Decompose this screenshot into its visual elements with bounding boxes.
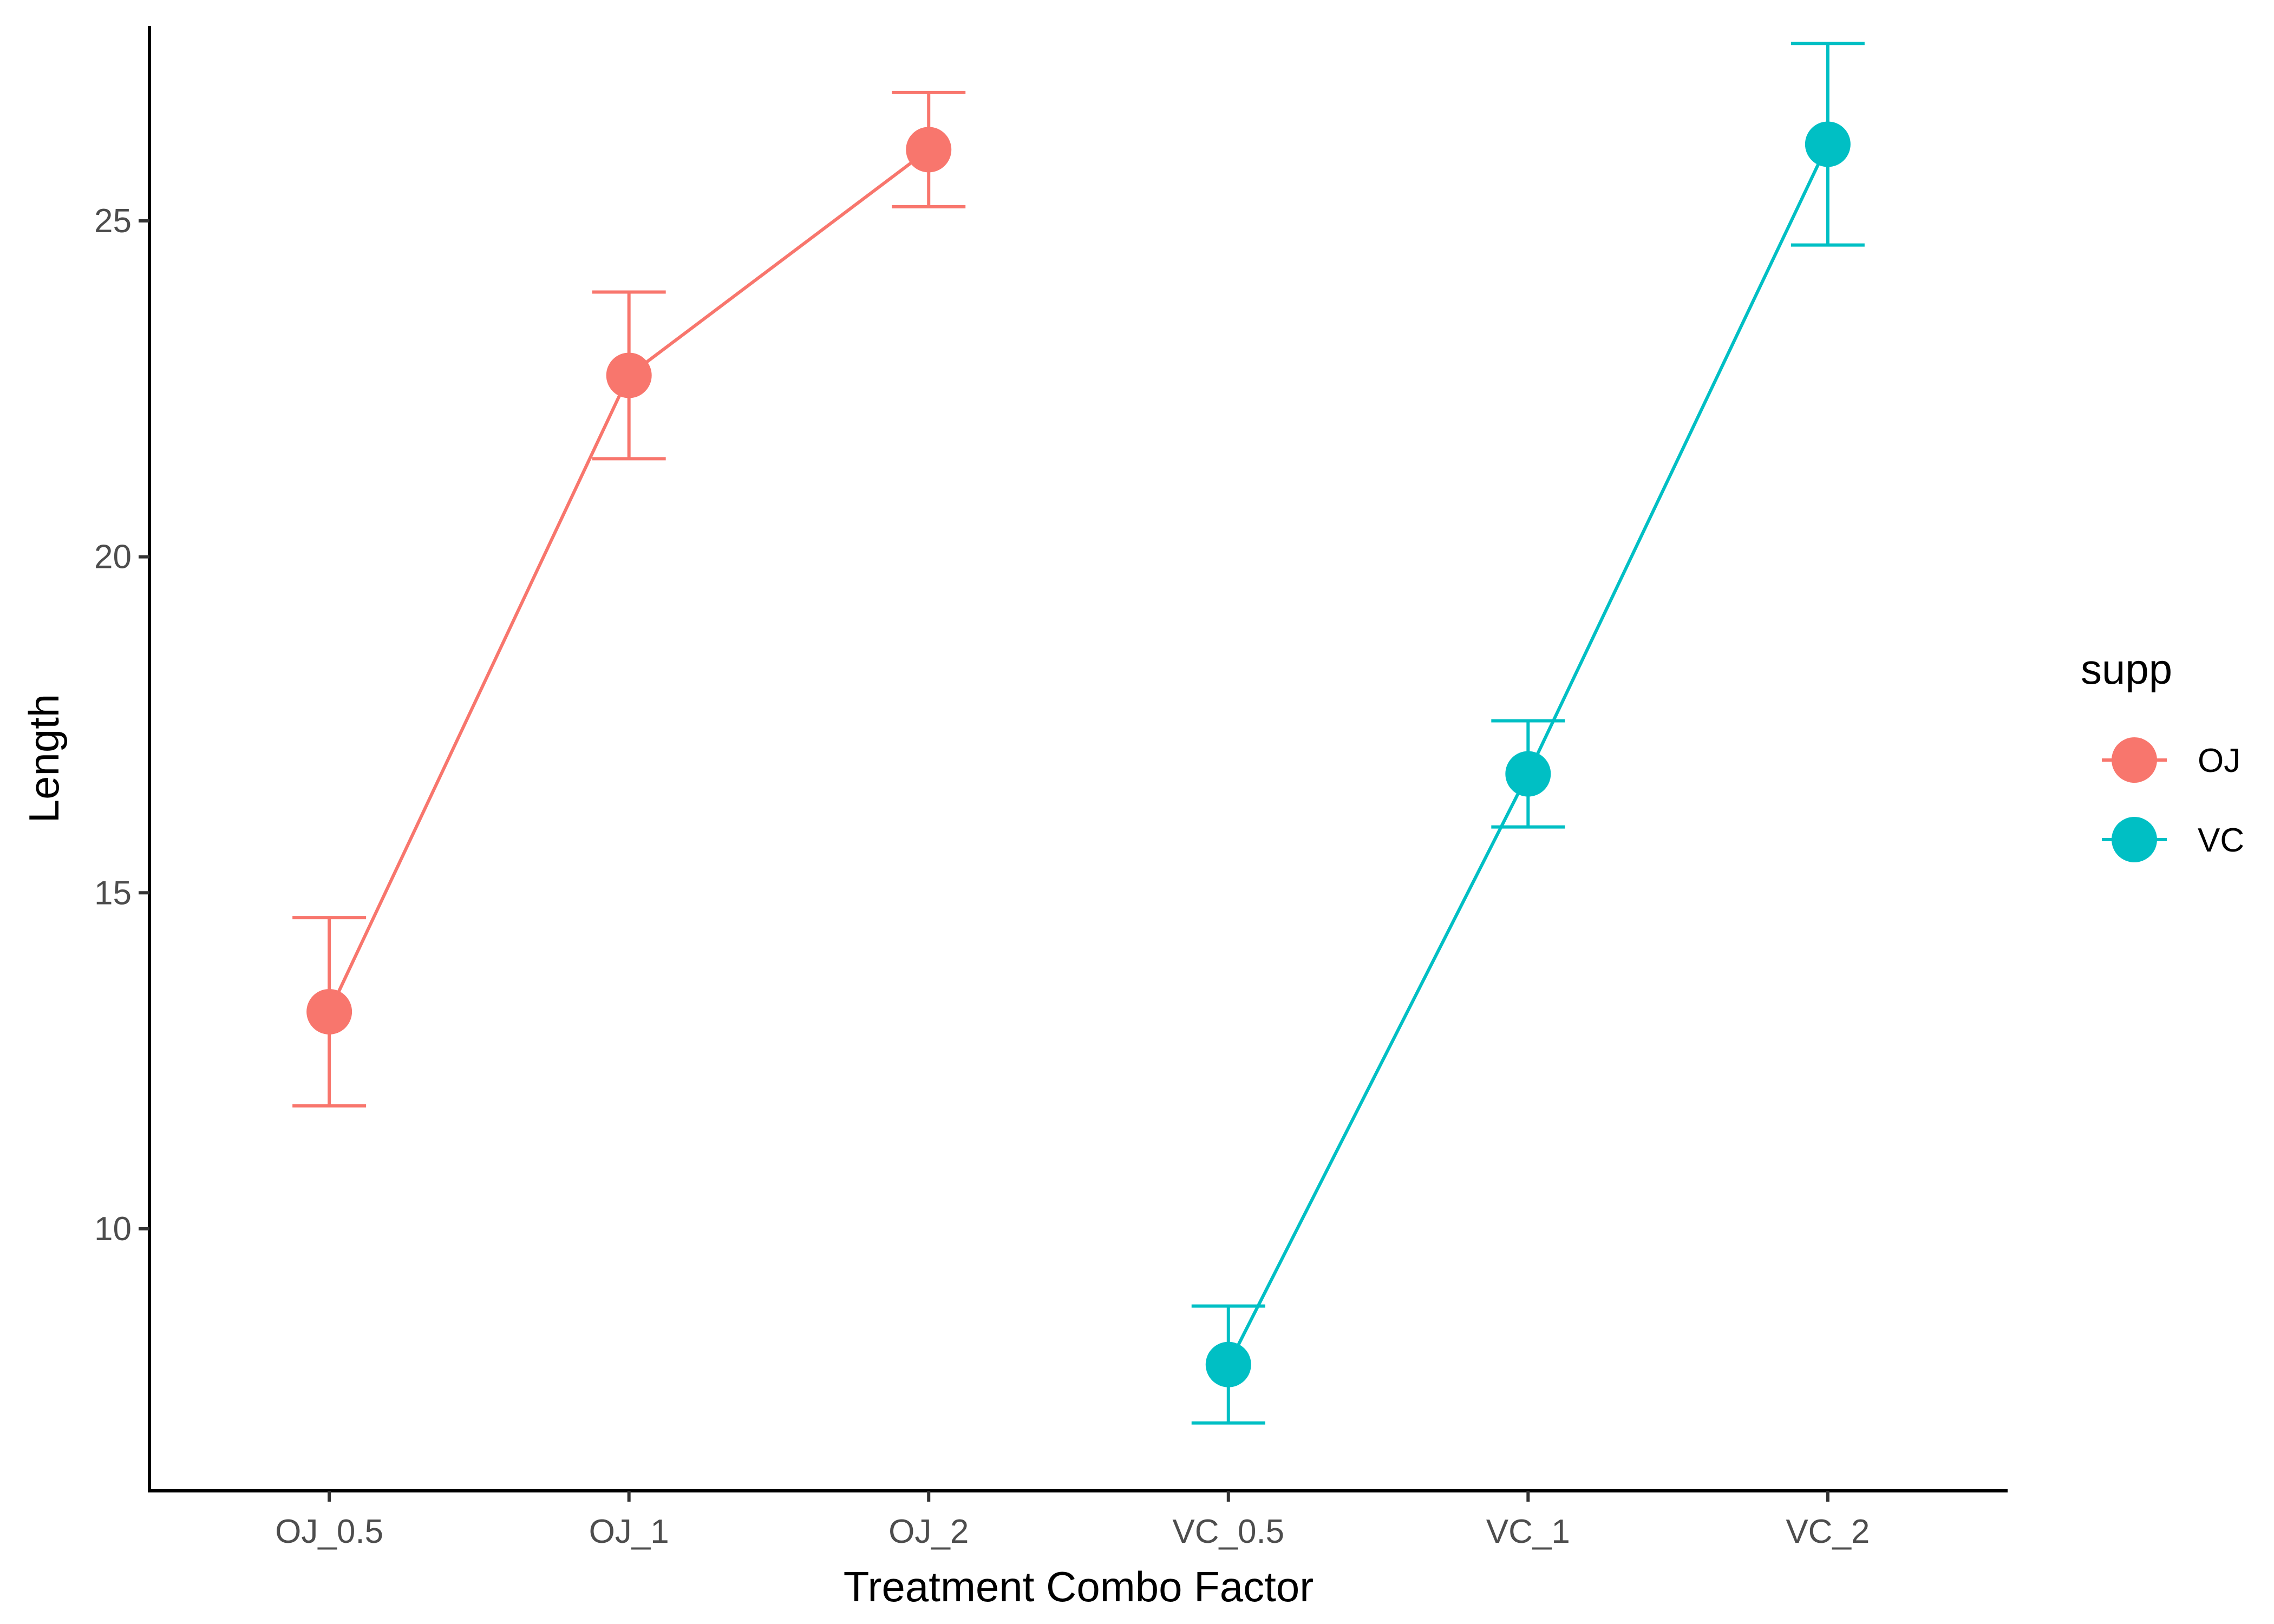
plot-panel — [292, 42, 1865, 1425]
y-axis-title: Length — [20, 694, 68, 823]
data-point — [606, 352, 652, 398]
x-tick-label: OJ_2 — [888, 1513, 969, 1550]
legend-items: OJ VC — [2102, 737, 2244, 862]
x-tick-label: OJ_0.5 — [275, 1513, 383, 1550]
x-tick-label: VC_0.5 — [1172, 1513, 1284, 1550]
data-point — [1805, 121, 1851, 167]
legend-key-point — [2112, 817, 2157, 862]
legend-item-oj: OJ — [2102, 737, 2240, 783]
legend: supp OJ VC — [2081, 645, 2244, 862]
y-tick-label: 25 — [94, 202, 132, 240]
data-point — [306, 988, 352, 1034]
y-axis-ticks: 10 15 20 25 — [94, 202, 149, 1248]
data-point — [906, 127, 952, 173]
data-point — [1205, 1341, 1251, 1387]
legend-title: supp — [2081, 645, 2172, 693]
x-tick-label: VC_1 — [1486, 1513, 1570, 1550]
legend-item-vc: VC — [2102, 817, 2244, 862]
y-tick-label: 10 — [94, 1210, 132, 1248]
legend-key-point — [2112, 737, 2157, 783]
data-point — [1505, 751, 1551, 797]
x-tick-label: VC_2 — [1786, 1513, 1870, 1550]
legend-label: VC — [2198, 822, 2244, 859]
x-axis-title: Treatment Combo Factor — [844, 1563, 1314, 1610]
y-tick-label: 20 — [94, 539, 132, 576]
x-tick-label: OJ_1 — [589, 1513, 669, 1550]
legend-label: OJ — [2198, 742, 2240, 780]
x-axis-ticks: OJ_0.5 OJ_1 OJ_2 VC_0.5 VC_1 VC_2 — [275, 1491, 1870, 1550]
series-vc — [1191, 42, 1865, 1425]
series-oj — [292, 90, 966, 1108]
y-tick-label: 15 — [94, 874, 132, 912]
